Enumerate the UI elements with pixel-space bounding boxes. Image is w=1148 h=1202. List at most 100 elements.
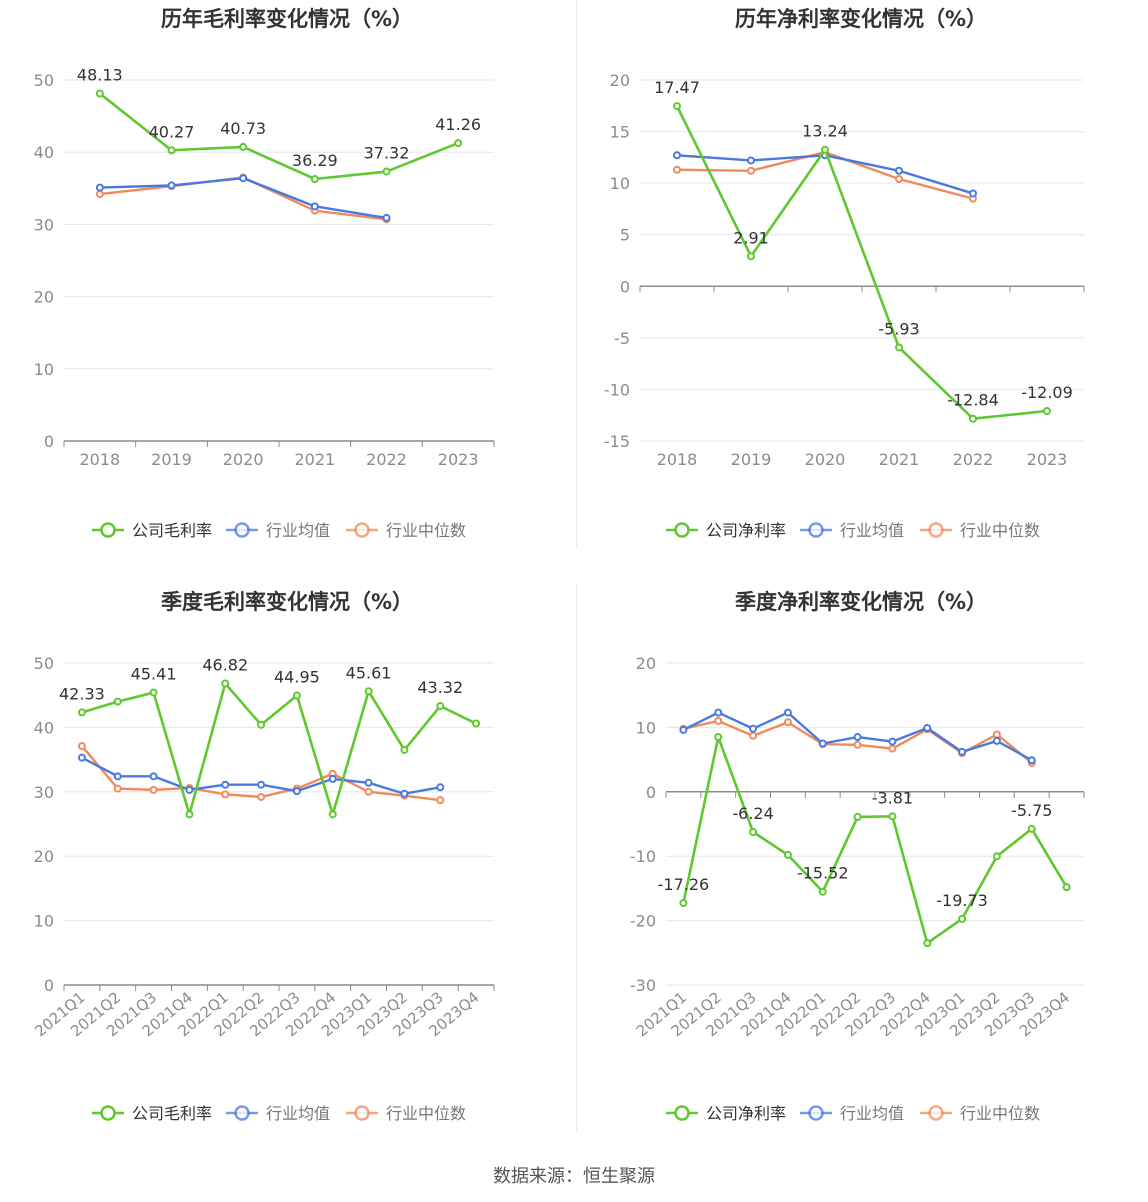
legend-item-company[interactable]: 公司净利率 xyxy=(666,521,786,540)
y-tick-label: 0 xyxy=(44,432,54,451)
legend-marker-icon xyxy=(808,522,824,538)
legend-item-company[interactable]: 公司毛利率 xyxy=(92,521,212,540)
legend-item-median[interactable]: 行业中位数 xyxy=(920,521,1040,540)
x-tick-label: 2019 xyxy=(151,450,192,469)
data-label: -12.09 xyxy=(1021,383,1073,402)
y-tick-label: 40 xyxy=(34,143,54,162)
y-tick-label: 5 xyxy=(620,226,630,245)
data-label: -5.75 xyxy=(1011,801,1052,820)
legend-label: 公司净利率 xyxy=(706,521,786,540)
data-point-avg xyxy=(113,772,122,781)
y-tick-label: 15 xyxy=(610,123,630,142)
data-point-company xyxy=(221,679,230,688)
legend-label: 行业均值 xyxy=(840,521,904,540)
data-point-company xyxy=(310,174,319,183)
data-point-median xyxy=(113,784,122,793)
data-point-median xyxy=(673,165,681,174)
legend-item-avg[interactable]: 行业均值 xyxy=(800,1104,904,1123)
legend-label: 公司净利率 xyxy=(706,1104,786,1123)
data-point-avg xyxy=(853,733,862,742)
data-point-median xyxy=(257,792,266,801)
data-label: 45.61 xyxy=(346,663,392,682)
legend-marker-icon xyxy=(100,1105,116,1121)
data-point-company xyxy=(888,812,897,821)
legend-marker-icon xyxy=(234,1105,250,1121)
data-label: -19.73 xyxy=(936,891,988,910)
data-point-avg xyxy=(400,789,409,798)
data-label: -3.81 xyxy=(872,788,913,807)
legend-item-median[interactable]: 行业中位数 xyxy=(346,1104,466,1123)
data-label: -17.26 xyxy=(658,875,710,894)
legend-item-company[interactable]: 公司毛利率 xyxy=(92,1104,212,1123)
data-label: 41.26 xyxy=(435,115,481,134)
legend-item-avg[interactable]: 行业均值 xyxy=(226,1104,330,1123)
chart-svg: 历年毛利率变化情况（%） 0 10 20 30 40 50 2018 2019 2020 2021 2… xyxy=(34,7,495,540)
data-point-avg xyxy=(714,708,723,717)
legend-item-avg[interactable]: 行业均值 xyxy=(800,521,904,540)
series-line-company xyxy=(675,105,1048,421)
data-point-company xyxy=(239,142,248,151)
data-label: 36.29 xyxy=(292,151,338,170)
y-tick-label: 20 xyxy=(636,654,656,673)
data-point-median xyxy=(95,190,104,199)
legend-item-company[interactable]: 公司净利率 xyxy=(666,1104,786,1123)
data-label: 42.33 xyxy=(59,684,105,703)
data-label: -15.52 xyxy=(797,864,849,883)
y-tick-label: 10 xyxy=(34,912,54,931)
legend-label: 行业中位数 xyxy=(960,1104,1040,1123)
data-point-company xyxy=(400,745,409,754)
data-label: 45.41 xyxy=(131,665,177,684)
data-point-median xyxy=(783,718,792,727)
data-source-note: 数据来源：恒生聚源 xyxy=(493,1166,655,1187)
data-point-avg xyxy=(923,724,932,733)
legend-marker-icon xyxy=(354,1105,370,1121)
legend-item-median[interactable]: 行业中位数 xyxy=(346,521,466,540)
data-point-avg xyxy=(149,772,158,781)
y-tick-label: 40 xyxy=(34,718,54,737)
data-label: 17.47 xyxy=(654,78,700,97)
legend-marker-icon xyxy=(100,522,116,538)
data-point-median xyxy=(749,731,758,740)
data-point-company xyxy=(958,914,967,923)
data-point-avg xyxy=(77,753,86,762)
legend-label: 行业中位数 xyxy=(960,521,1040,540)
legend-label: 公司毛利率 xyxy=(132,1104,212,1123)
data-label: 44.95 xyxy=(274,668,320,687)
y-tick-label: 20 xyxy=(34,847,54,866)
data-point-median xyxy=(436,796,445,805)
legend-item-median[interactable]: 行业中位数 xyxy=(920,1104,1040,1123)
y-tick-label: 0 xyxy=(620,277,630,296)
data-point-company xyxy=(185,810,194,819)
series-line-company xyxy=(99,92,459,181)
y-tick-label: 30 xyxy=(34,215,54,234)
legend-marker-icon xyxy=(928,522,944,538)
legend-label: 公司毛利率 xyxy=(132,521,212,540)
chart-title: 历年净利率变化情况（%） xyxy=(735,7,987,31)
legend-marker-icon xyxy=(928,1105,944,1121)
data-label: 2.91 xyxy=(733,228,769,247)
y-tick-label: -30 xyxy=(630,976,656,995)
x-tick-label: 2021 xyxy=(879,450,920,469)
data-label: 40.27 xyxy=(149,122,195,141)
quarterly-net-margin-chart: 季度净利率变化情况（%） -30 -20 -10 0 10 20 2021Q1 2021Q2 20… xyxy=(574,583,1148,1163)
data-point-median xyxy=(364,787,373,796)
annual-net-margin-chart: 历年净利率变化情况（%） -15 -10 -5 0 5 10 15 20 2018 2019 2020… xyxy=(574,0,1148,580)
y-tick-label: -10 xyxy=(604,380,630,399)
y-tick-label: 0 xyxy=(646,783,656,802)
x-tick-label: 2023 xyxy=(1027,450,1068,469)
series-line-company xyxy=(81,682,477,816)
data-point-company xyxy=(673,102,681,111)
legend-item-avg[interactable]: 行业均值 xyxy=(226,521,330,540)
data-point-avg xyxy=(328,774,337,783)
data-point-company xyxy=(1062,883,1071,892)
data-point-company xyxy=(783,850,792,859)
y-tick-label: 10 xyxy=(636,718,656,737)
data-point-avg xyxy=(895,166,903,175)
x-tick-label: 2022 xyxy=(953,450,994,469)
data-point-avg xyxy=(747,156,755,165)
data-label: 40.73 xyxy=(220,119,266,138)
data-label: -5.93 xyxy=(878,319,919,338)
data-point-company xyxy=(818,887,827,896)
data-point-avg xyxy=(95,183,104,192)
